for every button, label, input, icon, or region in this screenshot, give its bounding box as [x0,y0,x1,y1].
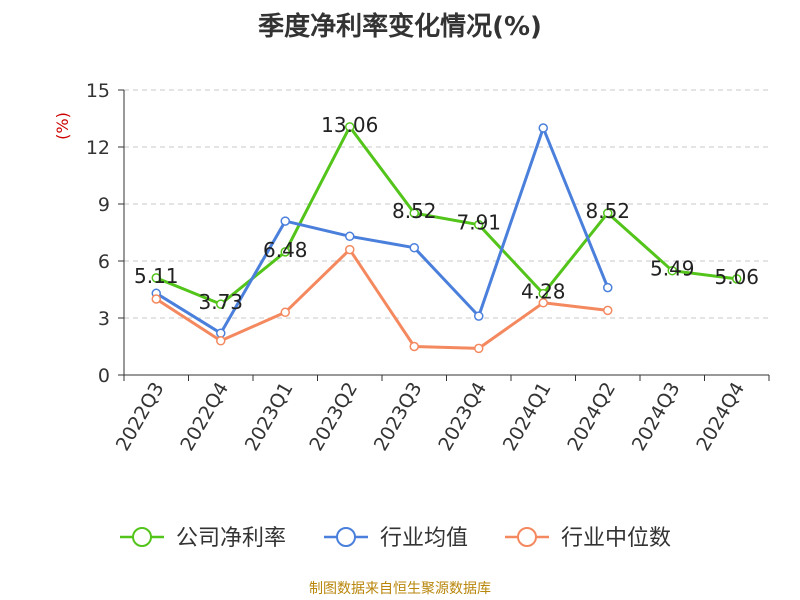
data-point [216,299,226,309]
x-tick-label: 2024Q2 [563,379,620,455]
data-point [280,307,290,318]
legend-marker [336,527,356,547]
x-tick-label: 2024Q1 [499,379,556,455]
data-point [409,208,419,218]
x-tick-label: 2023Q2 [305,379,362,455]
series-line [155,126,610,335]
data-label: 3.73 [198,290,243,314]
chart-title: 季度净利率变化情况(%) [258,12,542,42]
series-line [155,248,608,350]
legend-marker [517,527,537,547]
data-point [409,341,419,352]
data-point [216,328,226,338]
data-point [345,231,355,242]
y-tick-label: 12 [86,137,110,159]
data-point [538,288,548,299]
x-tick-label: 2024Q4 [692,379,749,455]
data-label: 13.06 [321,113,378,137]
x-tick-label: 2024Q3 [628,379,685,455]
x-tick-label: 2023Q4 [434,379,491,455]
y-tick-label: 6 [98,251,110,273]
data-point [474,219,484,230]
legend: 公司净利率 行业均值 行业中位数 [120,526,671,551]
data-point [603,282,613,293]
data-label: 5.06 [714,265,759,289]
y-tick-label: 0 [98,365,110,387]
source-note: 制图数据来自恒生聚源数据库 [309,581,491,597]
data-label: 4.28 [521,280,566,304]
y-tick-label: 15 [86,80,110,102]
data-point [280,216,290,226]
legend-label: 行业中位数 [561,526,671,551]
data-point [409,242,419,253]
data-point [151,273,161,283]
y-axis-label: (%) [53,112,72,140]
data-label: 8.52 [392,199,437,223]
legend-label: 行业均值 [380,526,468,551]
data-labels: 5.11 3.73 6.48 13.06 8.52 7.91 4.28 8.52 5.49 5.0… [134,113,759,314]
data-point [538,123,548,133]
data-point [603,208,613,218]
data-point [280,247,290,257]
data-point [474,343,484,354]
y-tick-label: 9 [98,194,110,216]
data-label: 6.48 [263,238,308,262]
data-point [667,265,677,276]
x-tick-label: 2022Q3 [112,379,169,455]
data-point [474,311,484,321]
legend-marker [132,527,152,547]
y-tick-label: 3 [98,308,110,330]
data-point [345,122,355,132]
legend-label: 公司净利率 [176,526,286,551]
data-point [538,298,548,308]
series-layer [151,122,742,354]
x-tick-label: 2022Q4 [176,379,233,455]
x-tick-label: 2023Q1 [241,379,298,455]
data-label: 5.49 [650,257,695,281]
data-label: 7.91 [456,211,501,235]
data-label: 5.11 [134,264,179,288]
data-point [216,336,226,346]
data-point [345,244,355,255]
data-point [732,274,742,284]
data-label: 8.52 [585,199,630,223]
x-tick-label: 2023Q3 [370,379,427,455]
data-point [151,294,161,304]
data-point [603,305,613,316]
